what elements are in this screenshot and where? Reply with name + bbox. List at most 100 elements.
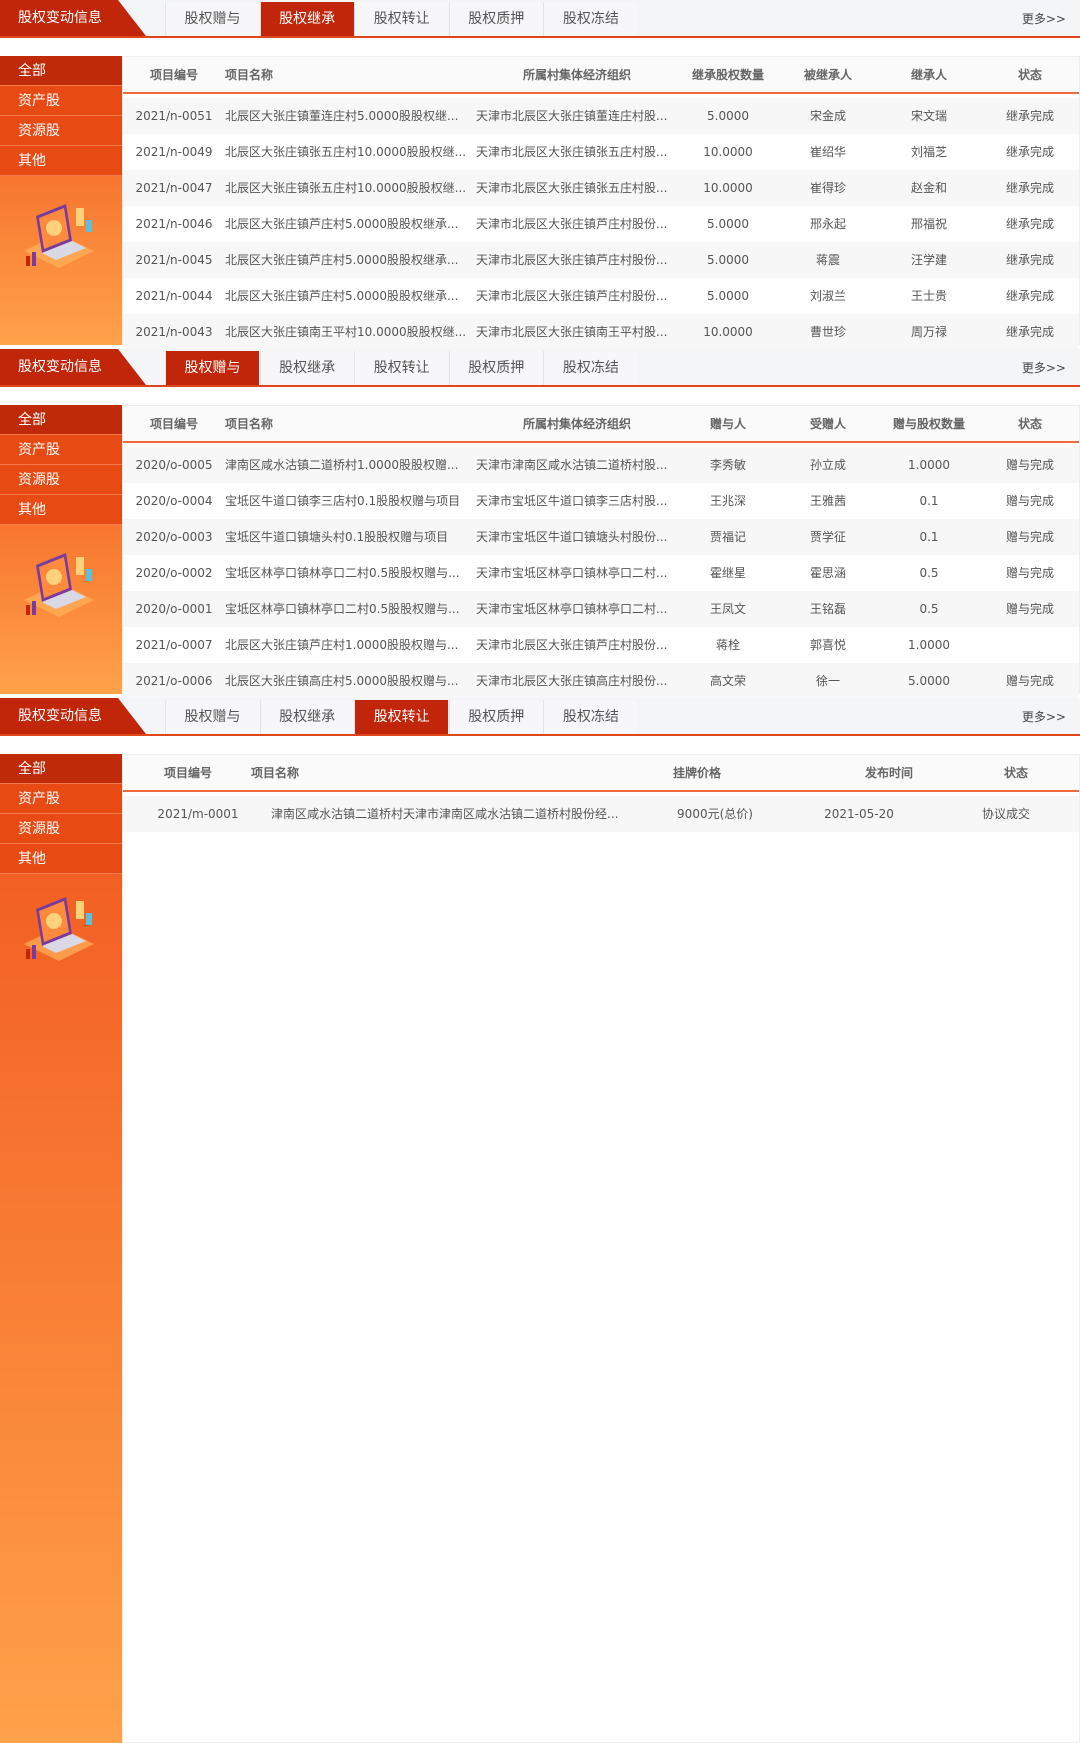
- tab-freeze[interactable]: 股权冻结: [543, 351, 638, 385]
- sidebar-item-resource[interactable]: 资源股: [0, 116, 122, 146]
- table-row[interactable]: 2020/o-0001 宝坻区林亭口镇林亭口二村0.5股股权赠与... 天津市宝坻区…: [123, 591, 1079, 627]
- more-link[interactable]: 更多>>: [1021, 361, 1066, 375]
- cell-project-id: 2020/o-0002: [135, 566, 213, 580]
- sidebar-item-other[interactable]: 其他: [0, 495, 122, 525]
- table-header: 项目编号 项目名称 所属村集体经济组织 继承股权数量 被继承人 继承人 状态: [123, 57, 1079, 94]
- tab-gift[interactable]: 股权赠与: [165, 351, 259, 385]
- cell-listing-price: 9000元(总价): [677, 807, 753, 821]
- sidebar-item-resource[interactable]: 资源股: [0, 465, 122, 495]
- tab-transfer[interactable]: 股权转让: [354, 2, 449, 36]
- column-header-heir: 继承人: [910, 68, 948, 82]
- cell-organization: 天津市宝坻区牛道口镇李三店村股...: [476, 494, 668, 508]
- more-link[interactable]: 更多>>: [1021, 12, 1066, 26]
- cell-heir: 王士贵: [910, 289, 948, 303]
- tab-pledge[interactable]: 股权质押: [448, 2, 543, 36]
- table-row[interactable]: 2021/n-0045 北辰区大张庄镇芦庄村5.0000股股权继承... 天津市北辰…: [123, 242, 1079, 278]
- tab-pledge[interactable]: 股权质押: [448, 351, 543, 385]
- tab-gift[interactable]: 股权赠与: [165, 2, 259, 36]
- cell-organization: 天津市宝坻区林亭口镇林亭口二村...: [476, 602, 668, 616]
- sidebar-item-other[interactable]: 其他: [0, 146, 122, 176]
- cell-status: 继承完成: [1005, 325, 1055, 339]
- cell-heir: 邢福祝: [910, 217, 948, 231]
- cell-donor: 贾福记: [709, 530, 747, 544]
- tab-freeze[interactable]: 股权冻结: [543, 700, 638, 734]
- tab-freeze[interactable]: 股权冻结: [543, 2, 638, 36]
- tab-transfer[interactable]: 股权转让: [354, 700, 449, 734]
- cell-donor: 王兆深: [709, 494, 747, 508]
- table-row[interactable]: 2021/n-0047 北辰区大张庄镇张五庄村10.0000股股权继... 天津市北…: [123, 170, 1079, 206]
- cell-project-name: 北辰区大张庄镇高庄村5.0000股股权赠与...: [225, 674, 459, 688]
- sidebar-item-asset[interactable]: 资产股: [0, 784, 122, 814]
- cell-share-quantity: 5.0000: [908, 674, 950, 688]
- tab-inheritance[interactable]: 股权继承: [259, 351, 354, 385]
- equity-change-panel: 股权变动信息 股权赠与 股权继承 股权转让 股权质押 股权冻结 更多>> 全部 资产股 资源股 其他…: [0, 0, 1080, 350]
- column-header-project-name: 项目名称: [251, 766, 300, 780]
- sidebar-item-all[interactable]: 全部: [0, 405, 122, 435]
- more-link[interactable]: 更多>>: [1021, 710, 1066, 724]
- table-row[interactable]: 2020/o-0003 宝坻区牛道口镇塘头村0.1股股权赠与项目 天津市宝坻区牛道口…: [123, 519, 1079, 555]
- column-header-donee: 受赠人: [809, 417, 847, 431]
- sidebar-item-all[interactable]: 全部: [0, 56, 122, 86]
- sidebar-item-asset[interactable]: 资产股: [0, 435, 122, 465]
- table-row[interactable]: 2021/m-0001 津南区咸水沽镇二道桥村天津市津南区咸水沽镇二道桥村股份经.…: [123, 796, 1079, 832]
- cell-project-id: 2021/n-0043: [135, 325, 213, 339]
- cell-decedent: 宋金成: [809, 109, 847, 123]
- tab-inheritance[interactable]: 股权继承: [259, 2, 354, 36]
- tab-transfer[interactable]: 股权转让: [354, 351, 449, 385]
- sidebar-item-other[interactable]: 其他: [0, 844, 122, 874]
- cell-share-quantity: 0.5: [919, 566, 939, 580]
- cell-donee: 郭喜悦: [809, 638, 847, 652]
- cell-donor: 蒋栓: [715, 638, 741, 652]
- cell-organization: 天津市北辰区大张庄镇南王平村股...: [476, 325, 668, 339]
- cell-project-name: 宝坻区牛道口镇塘头村0.1股股权赠与项目: [225, 530, 449, 544]
- tab-bar: 股权变动信息 股权赠与 股权继承 股权转让 股权质押 股权冻结 更多>>: [0, 349, 1080, 387]
- table-row[interactable]: 2021/n-0051 北辰区大张庄镇董连庄村5.0000股股权继... 天津市北辰…: [123, 98, 1079, 134]
- table-row[interactable]: 2021/n-0043 北辰区大张庄镇南王平村10.0000股股权继... 天津市北…: [123, 314, 1079, 350]
- table-row[interactable]: 2021/o-0007 北辰区大张庄镇芦庄村1.0000股股权赠与... 天津市北辰…: [123, 627, 1079, 663]
- table-row[interactable]: 2021/n-0046 北辰区大张庄镇芦庄村5.0000股股权继承... 天津市北辰…: [123, 206, 1079, 242]
- cell-project-name: 北辰区大张庄镇芦庄村5.0000股股权继承...: [225, 217, 459, 231]
- tab-gift[interactable]: 股权赠与: [165, 700, 259, 734]
- cell-decedent: 曹世珍: [809, 325, 847, 339]
- cell-project-id: 2021/n-0049: [135, 145, 213, 159]
- tab-bar: 股权变动信息 股权赠与 股权继承 股权转让 股权质押 股权冻结 更多>>: [0, 0, 1080, 38]
- data-table: 项目编号 项目名称 挂牌价格 发布时间 状态 2021/m-0001 津南区咸水沽镇二道桥村…: [122, 754, 1080, 1743]
- section-title: 股权变动信息: [0, 698, 146, 734]
- cell-organization: 天津市津南区咸水沽镇二道桥村股...: [476, 458, 668, 472]
- cell-project-id: 2021/m-0001: [157, 807, 239, 821]
- section-title: 股权变动信息: [0, 0, 146, 36]
- column-header-project-name: 项目名称: [225, 68, 274, 82]
- cell-donor: 王凤文: [709, 602, 747, 616]
- cell-status: 赠与完成: [1005, 602, 1055, 616]
- column-header-status: 状态: [1003, 766, 1029, 780]
- laptop-illustration: [14, 545, 104, 625]
- cell-share-quantity: 5.0000: [707, 289, 749, 303]
- cell-organization: 天津市北辰区大张庄镇芦庄村股份...: [476, 253, 668, 267]
- table-row[interactable]: 2020/o-0002 宝坻区林亭口镇林亭口二村0.5股股权赠与... 天津市宝坻区…: [123, 555, 1079, 591]
- sidebar-item-all[interactable]: 全部: [0, 754, 122, 784]
- cell-status: 赠与完成: [1005, 494, 1055, 508]
- cell-project-name: 津南区咸水沽镇二道桥村1.0000股股权赠...: [225, 458, 459, 472]
- tab-inheritance[interactable]: 股权继承: [259, 700, 354, 734]
- cell-organization: 天津市宝坻区林亭口镇林亭口二村...: [476, 566, 668, 580]
- sidebar-item-asset[interactable]: 资产股: [0, 86, 122, 116]
- sidebar-item-resource[interactable]: 资源股: [0, 814, 122, 844]
- cell-status: 继承完成: [1005, 109, 1055, 123]
- tab-pledge[interactable]: 股权质押: [448, 700, 543, 734]
- cell-project-name: 北辰区大张庄镇张五庄村10.0000股股权继...: [225, 145, 467, 159]
- cell-organization: 天津市北辰区大张庄镇芦庄村股份...: [476, 217, 668, 231]
- cell-organization: 天津市北辰区大张庄镇芦庄村股份...: [476, 638, 668, 652]
- equity-change-panel: 股权变动信息 股权赠与 股权继承 股权转让 股权质押 股权冻结 更多>> 全部 资产股 资源股 其他…: [0, 349, 1080, 699]
- table-body: 2021/m-0001 津南区咸水沽镇二道桥村天津市津南区咸水沽镇二道桥村股份经.…: [123, 796, 1079, 832]
- table-row[interactable]: 2021/n-0044 北辰区大张庄镇芦庄村5.0000股股权继承... 天津市北辰…: [123, 278, 1079, 314]
- table-row[interactable]: 2020/o-0005 津南区咸水沽镇二道桥村1.0000股股权赠... 天津市津南…: [123, 447, 1079, 483]
- cell-donee: 王铭磊: [809, 602, 847, 616]
- table-row[interactable]: 2021/o-0006 北辰区大张庄镇高庄村5.0000股股权赠与... 天津市北辰…: [123, 663, 1079, 699]
- column-header-donor: 赠与人: [709, 417, 747, 431]
- table-row[interactable]: 2021/n-0049 北辰区大张庄镇张五庄村10.0000股股权继... 天津市北…: [123, 134, 1079, 170]
- data-table: 项目编号 项目名称 所属村集体经济组织 赠与人 受赠人 赠与股权数量 状态 2020/o-00…: [122, 405, 1080, 699]
- cell-project-name: 宝坻区牛道口镇李三店村0.1股股权赠与项目: [225, 494, 461, 508]
- cell-project-id: 2020/o-0003: [135, 530, 213, 544]
- column-header-organization: 所属村集体经济组织: [522, 417, 632, 431]
- table-row[interactable]: 2020/o-0004 宝坻区牛道口镇李三店村0.1股股权赠与项目 天津市宝坻区牛道…: [123, 483, 1079, 519]
